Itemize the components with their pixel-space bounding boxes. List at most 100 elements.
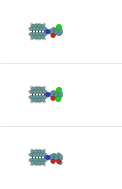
Circle shape — [31, 24, 35, 28]
Circle shape — [45, 28, 47, 30]
Circle shape — [36, 158, 40, 162]
Circle shape — [42, 153, 46, 157]
Circle shape — [52, 154, 54, 157]
Circle shape — [42, 27, 46, 31]
Circle shape — [57, 157, 59, 160]
Circle shape — [54, 31, 58, 35]
Circle shape — [36, 90, 40, 94]
Circle shape — [31, 87, 35, 91]
Circle shape — [38, 86, 41, 89]
Circle shape — [36, 153, 40, 157]
Circle shape — [30, 90, 34, 94]
Circle shape — [39, 158, 43, 162]
Circle shape — [52, 153, 56, 157]
Circle shape — [31, 98, 35, 102]
Circle shape — [57, 94, 59, 97]
Circle shape — [56, 24, 62, 30]
Circle shape — [34, 35, 38, 39]
Circle shape — [38, 87, 42, 91]
Circle shape — [57, 154, 59, 157]
Circle shape — [57, 153, 61, 157]
Circle shape — [49, 29, 53, 34]
Circle shape — [41, 35, 45, 39]
Circle shape — [58, 92, 60, 95]
Circle shape — [39, 153, 43, 157]
Circle shape — [56, 96, 61, 102]
Circle shape — [43, 163, 46, 166]
Circle shape — [55, 94, 59, 98]
Circle shape — [30, 149, 33, 152]
Circle shape — [57, 91, 59, 94]
Circle shape — [29, 159, 31, 161]
Circle shape — [36, 27, 40, 31]
Circle shape — [57, 90, 61, 94]
Circle shape — [47, 32, 49, 34]
Circle shape — [43, 37, 46, 40]
Circle shape — [35, 37, 38, 40]
Circle shape — [33, 95, 37, 99]
Circle shape — [59, 162, 61, 165]
Circle shape — [42, 90, 46, 94]
Circle shape — [42, 95, 46, 99]
Circle shape — [56, 158, 58, 161]
Circle shape — [58, 29, 61, 32]
Circle shape — [29, 33, 31, 36]
Circle shape — [50, 94, 54, 98]
Circle shape — [52, 158, 56, 162]
Circle shape — [59, 33, 61, 35]
Circle shape — [51, 34, 53, 37]
Circle shape — [49, 155, 53, 160]
Circle shape — [51, 159, 55, 163]
Circle shape — [55, 29, 59, 33]
Circle shape — [51, 160, 53, 163]
Circle shape — [38, 35, 42, 39]
Circle shape — [34, 161, 38, 165]
Circle shape — [55, 91, 59, 95]
Circle shape — [51, 33, 55, 38]
Circle shape — [33, 90, 37, 94]
Circle shape — [42, 32, 46, 36]
Circle shape — [45, 159, 47, 161]
Circle shape — [38, 163, 41, 166]
Circle shape — [54, 91, 58, 95]
Circle shape — [29, 153, 31, 156]
Circle shape — [41, 98, 45, 102]
Circle shape — [50, 29, 53, 31]
Circle shape — [38, 37, 41, 40]
Circle shape — [56, 32, 58, 35]
Circle shape — [60, 161, 62, 163]
Circle shape — [35, 100, 38, 103]
Circle shape — [38, 149, 41, 152]
Circle shape — [45, 96, 47, 98]
Circle shape — [34, 24, 38, 28]
Circle shape — [47, 95, 49, 97]
Circle shape — [52, 91, 54, 94]
Circle shape — [50, 91, 54, 95]
Circle shape — [59, 96, 61, 98]
Circle shape — [35, 23, 38, 26]
Circle shape — [52, 28, 54, 31]
Circle shape — [50, 154, 54, 158]
Circle shape — [54, 154, 58, 158]
Circle shape — [38, 161, 42, 165]
Circle shape — [41, 24, 45, 28]
Circle shape — [59, 154, 63, 158]
Circle shape — [50, 155, 53, 157]
Circle shape — [38, 150, 42, 154]
Circle shape — [54, 29, 58, 33]
Circle shape — [36, 32, 40, 36]
Circle shape — [39, 95, 43, 99]
Circle shape — [39, 90, 43, 94]
Circle shape — [46, 92, 50, 97]
Circle shape — [54, 94, 58, 98]
Circle shape — [41, 87, 45, 91]
Circle shape — [58, 161, 62, 164]
Circle shape — [38, 23, 41, 26]
Circle shape — [38, 98, 42, 102]
Circle shape — [43, 23, 46, 26]
Circle shape — [52, 90, 56, 94]
Circle shape — [59, 29, 63, 33]
Circle shape — [38, 24, 42, 28]
Circle shape — [45, 91, 47, 93]
Circle shape — [55, 154, 59, 158]
